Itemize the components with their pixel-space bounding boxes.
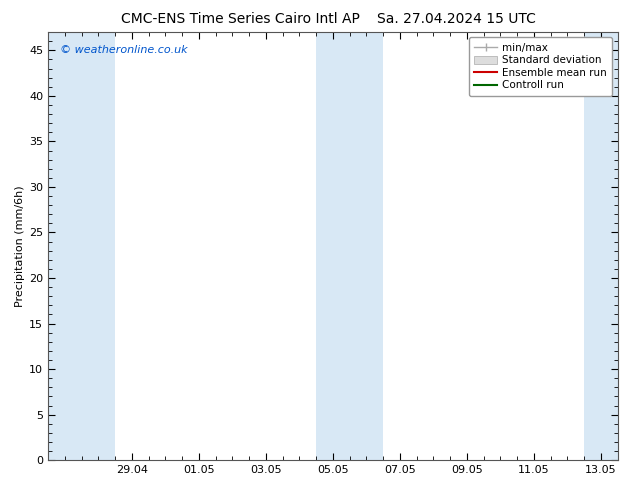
Text: © weatheronline.co.uk: © weatheronline.co.uk (60, 45, 187, 55)
Bar (48, 32, 115, 460)
Legend: min/max, Standard deviation, Ensemble mean run, Controll run: min/max, Standard deviation, Ensemble me… (469, 37, 612, 96)
Bar (316, 32, 383, 460)
Y-axis label: Precipitation (mm/6h): Precipitation (mm/6h) (15, 185, 25, 307)
Bar (584, 32, 618, 460)
Text: CMC-ENS Time Series Cairo Intl AP: CMC-ENS Time Series Cairo Intl AP (122, 12, 360, 26)
Text: Sa. 27.04.2024 15 UTC: Sa. 27.04.2024 15 UTC (377, 12, 536, 26)
